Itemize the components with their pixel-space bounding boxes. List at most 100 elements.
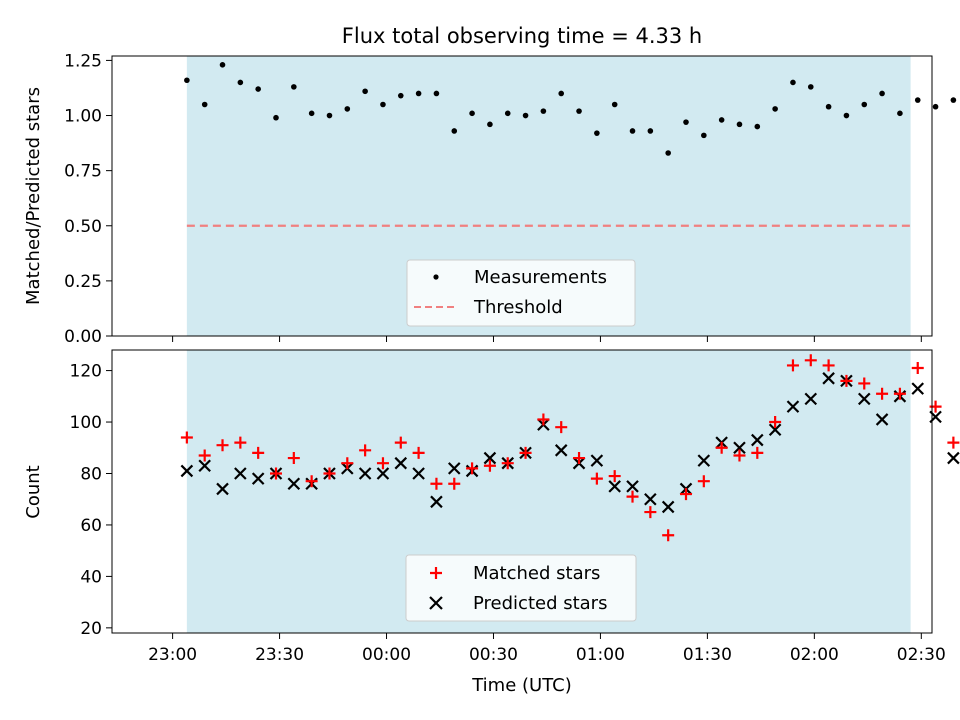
bottom-marks bbox=[180, 354, 960, 542]
matched-star-point bbox=[537, 413, 550, 426]
measurement-point bbox=[647, 128, 654, 134]
measurement-point bbox=[736, 121, 743, 128]
matched-star-point bbox=[911, 362, 924, 375]
matched-star-point bbox=[626, 490, 639, 503]
y-tick-label: 1.00 bbox=[64, 107, 102, 127]
predicted-star-point bbox=[216, 482, 229, 496]
x-tick-label: 23:00 bbox=[148, 645, 197, 665]
y-tick-label: 120 bbox=[70, 362, 102, 382]
measurement-point bbox=[184, 77, 190, 84]
matched-star-point bbox=[466, 462, 479, 475]
y-tick-label: 0.75 bbox=[64, 162, 102, 182]
measurement-point bbox=[790, 79, 796, 86]
legend-matched-label: Matched stars bbox=[473, 563, 600, 584]
matched-star-point bbox=[519, 446, 532, 459]
predicted-star-point bbox=[626, 480, 639, 493]
matched-star-point bbox=[608, 470, 621, 483]
y-tick-label: 40 bbox=[80, 567, 102, 587]
matched-star-point bbox=[376, 457, 389, 470]
measurement-point bbox=[362, 88, 368, 95]
predicted-star-point bbox=[661, 500, 675, 514]
y-tick-label: 0.25 bbox=[64, 272, 102, 292]
matched-star-point bbox=[697, 475, 710, 488]
measurement-point bbox=[772, 106, 778, 112]
predicted-star-point bbox=[180, 464, 194, 478]
predicted-star-point bbox=[412, 467, 425, 480]
measurement-point bbox=[701, 132, 707, 139]
matched-star-point bbox=[430, 477, 443, 490]
predicted-star-point bbox=[234, 467, 247, 480]
matched-star-point bbox=[769, 416, 782, 429]
predicted-star-point bbox=[768, 423, 782, 437]
matched-star-point bbox=[305, 475, 318, 488]
legend-predicted-marker bbox=[429, 596, 443, 610]
matched-star-point bbox=[715, 441, 728, 454]
legend-measurement-marker bbox=[433, 274, 439, 280]
measurement-point bbox=[665, 150, 671, 156]
measurement-point bbox=[594, 130, 600, 136]
measurement-point bbox=[273, 114, 279, 121]
measurement-point bbox=[397, 92, 404, 99]
matched-star-point bbox=[394, 436, 407, 449]
measurement-point bbox=[897, 110, 903, 117]
matched-star-point bbox=[412, 446, 425, 459]
predicted-star-point bbox=[751, 433, 764, 447]
x-tick-label: 02:30 bbox=[897, 645, 946, 665]
matched-star-point bbox=[858, 377, 871, 390]
x-axis-label: Time (UTC) bbox=[471, 675, 572, 696]
matched-star-point bbox=[252, 446, 265, 459]
bottom-x-axis: 23:00 23:30 00:00 00:30 01:00 01:30 02:00 02:30… bbox=[148, 633, 946, 665]
matched-star-point bbox=[751, 446, 764, 459]
top-x-ticks bbox=[172, 336, 922, 342]
predicted-star-point bbox=[857, 392, 871, 406]
measurement-point bbox=[344, 106, 351, 112]
predicted-star-point bbox=[376, 467, 390, 480]
y-tick-label: 20 bbox=[80, 619, 102, 639]
y-tick-label: 100 bbox=[70, 413, 102, 433]
bottom-y-axis-label: Count bbox=[23, 465, 44, 518]
measurement-point bbox=[825, 103, 832, 110]
predicted-star-point bbox=[554, 444, 568, 457]
top-y-axis: 0.00 0.25 0.50 0.75 1.00 1.25 bbox=[64, 51, 112, 347]
measurement-point bbox=[861, 101, 868, 108]
measurement-point bbox=[522, 112, 529, 119]
matched-star-point bbox=[947, 436, 960, 449]
predicted-star-point bbox=[430, 495, 443, 509]
top-marks bbox=[184, 62, 957, 227]
x-tick-label: 00:00 bbox=[362, 645, 411, 665]
chart-title: Flux total observing time = 4.33 h bbox=[342, 24, 702, 48]
measurement-point bbox=[504, 110, 511, 117]
matched-star-point bbox=[216, 439, 229, 452]
matched-star-point bbox=[180, 431, 193, 444]
x-tick-label: 23:30 bbox=[255, 645, 304, 665]
measurement-point bbox=[843, 112, 850, 119]
predicted-star-point bbox=[251, 472, 265, 485]
matched-star-point bbox=[198, 449, 211, 462]
matched-star-point bbox=[644, 506, 657, 519]
measurement-point bbox=[807, 84, 814, 90]
legend-predicted-label: Predicted stars bbox=[473, 593, 607, 614]
measurement-point bbox=[914, 97, 921, 103]
matched-star-point bbox=[555, 421, 568, 434]
matched-star-point bbox=[893, 387, 906, 400]
predicted-star-point bbox=[394, 456, 408, 470]
matched-star-point bbox=[323, 467, 336, 480]
predicted-star-point bbox=[804, 392, 818, 406]
predicted-star-point bbox=[697, 454, 711, 467]
bottom-legend-box bbox=[405, 554, 637, 622]
measurement-point bbox=[237, 79, 244, 86]
measurement-point bbox=[469, 110, 475, 117]
top-panel: Measurements Threshold 0.00 0.25 0.50 0.75 1… bbox=[23, 51, 957, 347]
bottom-plot-frame bbox=[111, 349, 933, 634]
predicted-star-point bbox=[447, 462, 461, 475]
legend-threshold-label: Threshold bbox=[473, 297, 563, 318]
matched-star-point bbox=[733, 449, 746, 462]
measurement-point bbox=[932, 103, 939, 110]
measurement-point bbox=[451, 128, 458, 134]
x-tick-label: 00:30 bbox=[469, 645, 518, 665]
measurement-point bbox=[326, 112, 333, 119]
predicted-star-point bbox=[198, 459, 211, 473]
measurement-point bbox=[629, 128, 636, 134]
measurement-point bbox=[308, 110, 315, 117]
y-tick-label: 80 bbox=[80, 464, 102, 484]
